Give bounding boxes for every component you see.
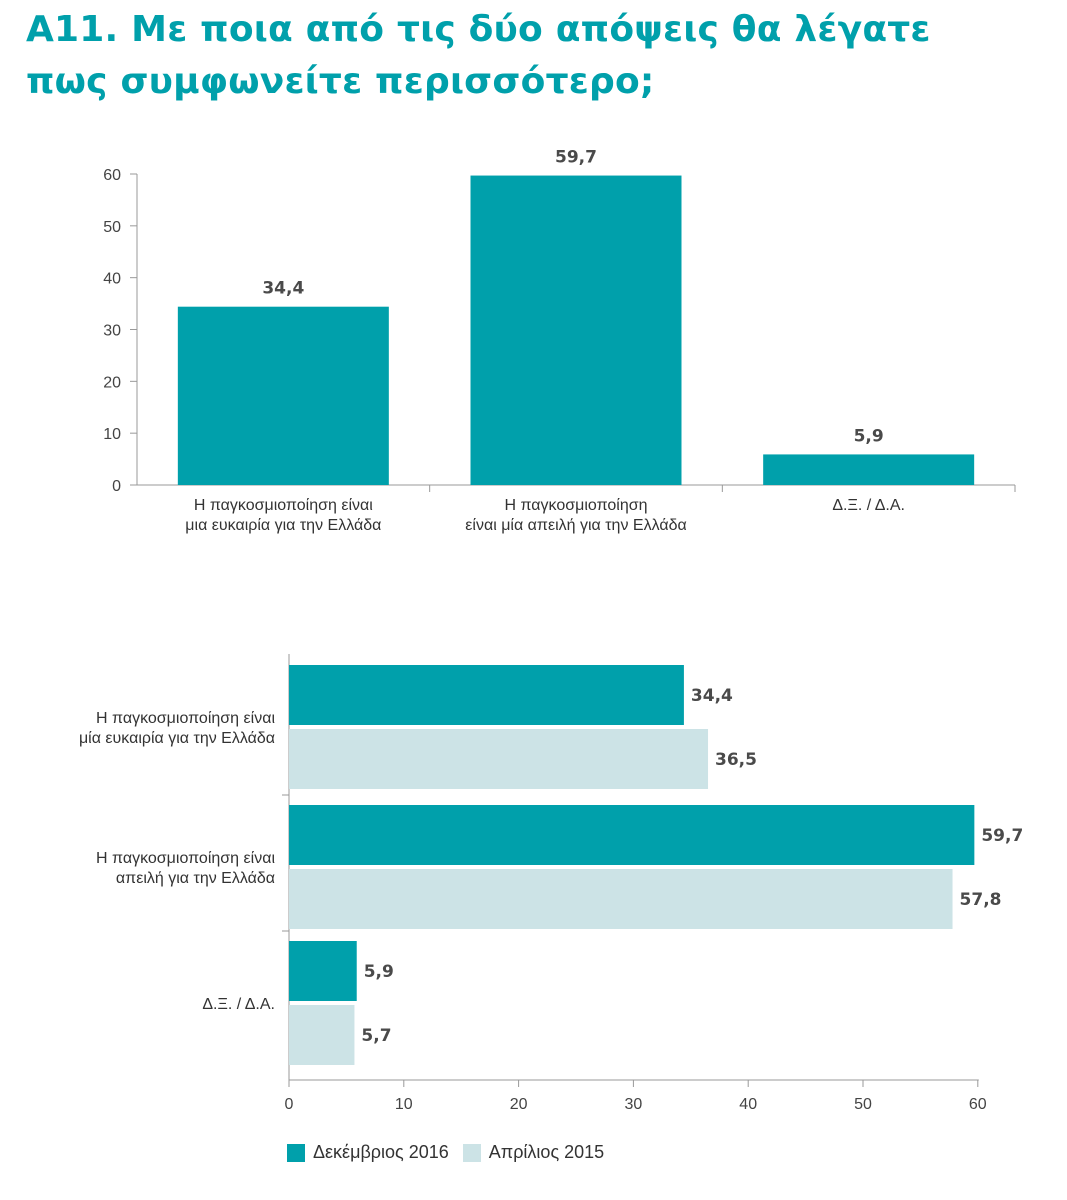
- category-label-0-line-0: Η παγκοσμιοποίηση είναι: [194, 497, 373, 514]
- bar-1: [470, 175, 682, 485]
- category-label-2-line-0: Δ.Ξ. / Δ.Α.: [832, 497, 905, 514]
- bar-0: [177, 306, 389, 485]
- y-tick-label-0: 0: [112, 478, 121, 495]
- page-title: Α11. Με ποια από τις δύο απόψεις θα λέγα…: [26, 4, 1026, 108]
- bar-group-1-series-1: [289, 869, 953, 929]
- bar-value-label-group-2-series-0: 5,9: [364, 962, 394, 982]
- x-tick-label-4: 40: [739, 1096, 757, 1113]
- legend-item-series-2: Απρίλιος 2015: [462, 1142, 605, 1163]
- legend-item-series-1: Δεκέμβριος 2016: [287, 1142, 449, 1163]
- bar-value-label-1: 59,7: [555, 148, 597, 168]
- x-tick-label-3: 30: [625, 1096, 643, 1113]
- page-title-line-1: Α11. Με ποια από τις δύο απόψεις θα λέγα…: [26, 9, 931, 50]
- x-tick-label-2: 20: [510, 1096, 528, 1113]
- category-label-1-line-0: Η παγκοσμιοποίηση είναι: [96, 850, 275, 867]
- category-label-1-line-1: είναι μία απειλή για την Ελλάδα: [465, 517, 686, 534]
- horizontal-bar-chart: 0 10 20 30 40 50 60 Η παγκοσμιοποίηση είναι μία …: [79, 654, 1023, 1113]
- y-tick-label-4: 40: [103, 271, 121, 288]
- legend-swatch-series-2: [462, 1143, 481, 1162]
- bar-value-label-group-0-series-0: 34,4: [691, 686, 733, 706]
- bar-value-label-group-1-series-0: 59,7: [981, 826, 1023, 846]
- y-tick-label-2: 20: [103, 374, 121, 391]
- bar-group-0-series-1: [289, 729, 709, 789]
- page-title-line-2: πως συμφωνείτε περισσότερο;: [26, 61, 655, 102]
- category-label-0-line-1: μία ευκαιρία για την Ελλάδα: [79, 730, 275, 747]
- legend-label-series-2: Απρίλιος 2015: [488, 1142, 605, 1162]
- y-tick-label-6: 60: [103, 167, 121, 184]
- x-tick-label-5: 50: [854, 1096, 872, 1113]
- bar-value-label-2: 5,9: [854, 426, 884, 446]
- bar-value-label-group-0-series-1: 36,5: [715, 750, 757, 770]
- category-label-2-line-0: Δ.Ξ. / Δ.Α.: [202, 996, 275, 1013]
- bar-2: [763, 454, 975, 485]
- y-tick-label-1: 10: [103, 426, 121, 443]
- category-label-1-line-0: Η παγκοσμιοποίηση: [504, 497, 647, 514]
- category-label-1-line-1: απειλή για την Ελλάδα: [116, 870, 275, 887]
- bar-value-label-0: 34,4: [262, 279, 304, 299]
- x-tick-label-6: 60: [969, 1096, 987, 1113]
- y-tick-label-5: 50: [103, 219, 121, 236]
- bar-group-2-series-0: [289, 941, 357, 1001]
- bar-value-label-group-1-series-1: 57,8: [960, 890, 1002, 910]
- x-tick-label-0: 0: [285, 1096, 294, 1113]
- bar-group-1-series-0: [289, 805, 975, 865]
- legend-swatch-series-1: [287, 1143, 305, 1162]
- legend-label-series-1: Δεκέμβριος 2016: [313, 1142, 449, 1162]
- bar-group-2-series-1: [289, 1005, 355, 1065]
- x-tick-label-1: 10: [395, 1096, 413, 1113]
- legend: Δεκέμβριος 2016 Απρίλιος 2015: [287, 1142, 618, 1163]
- bar-value-label-group-2-series-1: 5,7: [361, 1026, 391, 1046]
- y-tick-label-3: 30: [103, 323, 121, 340]
- vertical-bar-chart: 0 10 20 30 40 50 60 34,4 Η παγκοσμιοποίηση είναι…: [103, 148, 1016, 534]
- bar-group-0-series-0: [289, 665, 684, 725]
- category-label-0-line-0: Η παγκοσμιοποίηση είναι: [96, 710, 275, 727]
- category-label-0-line-1: μια ευκαιρία για την Ελλάδα: [185, 517, 381, 534]
